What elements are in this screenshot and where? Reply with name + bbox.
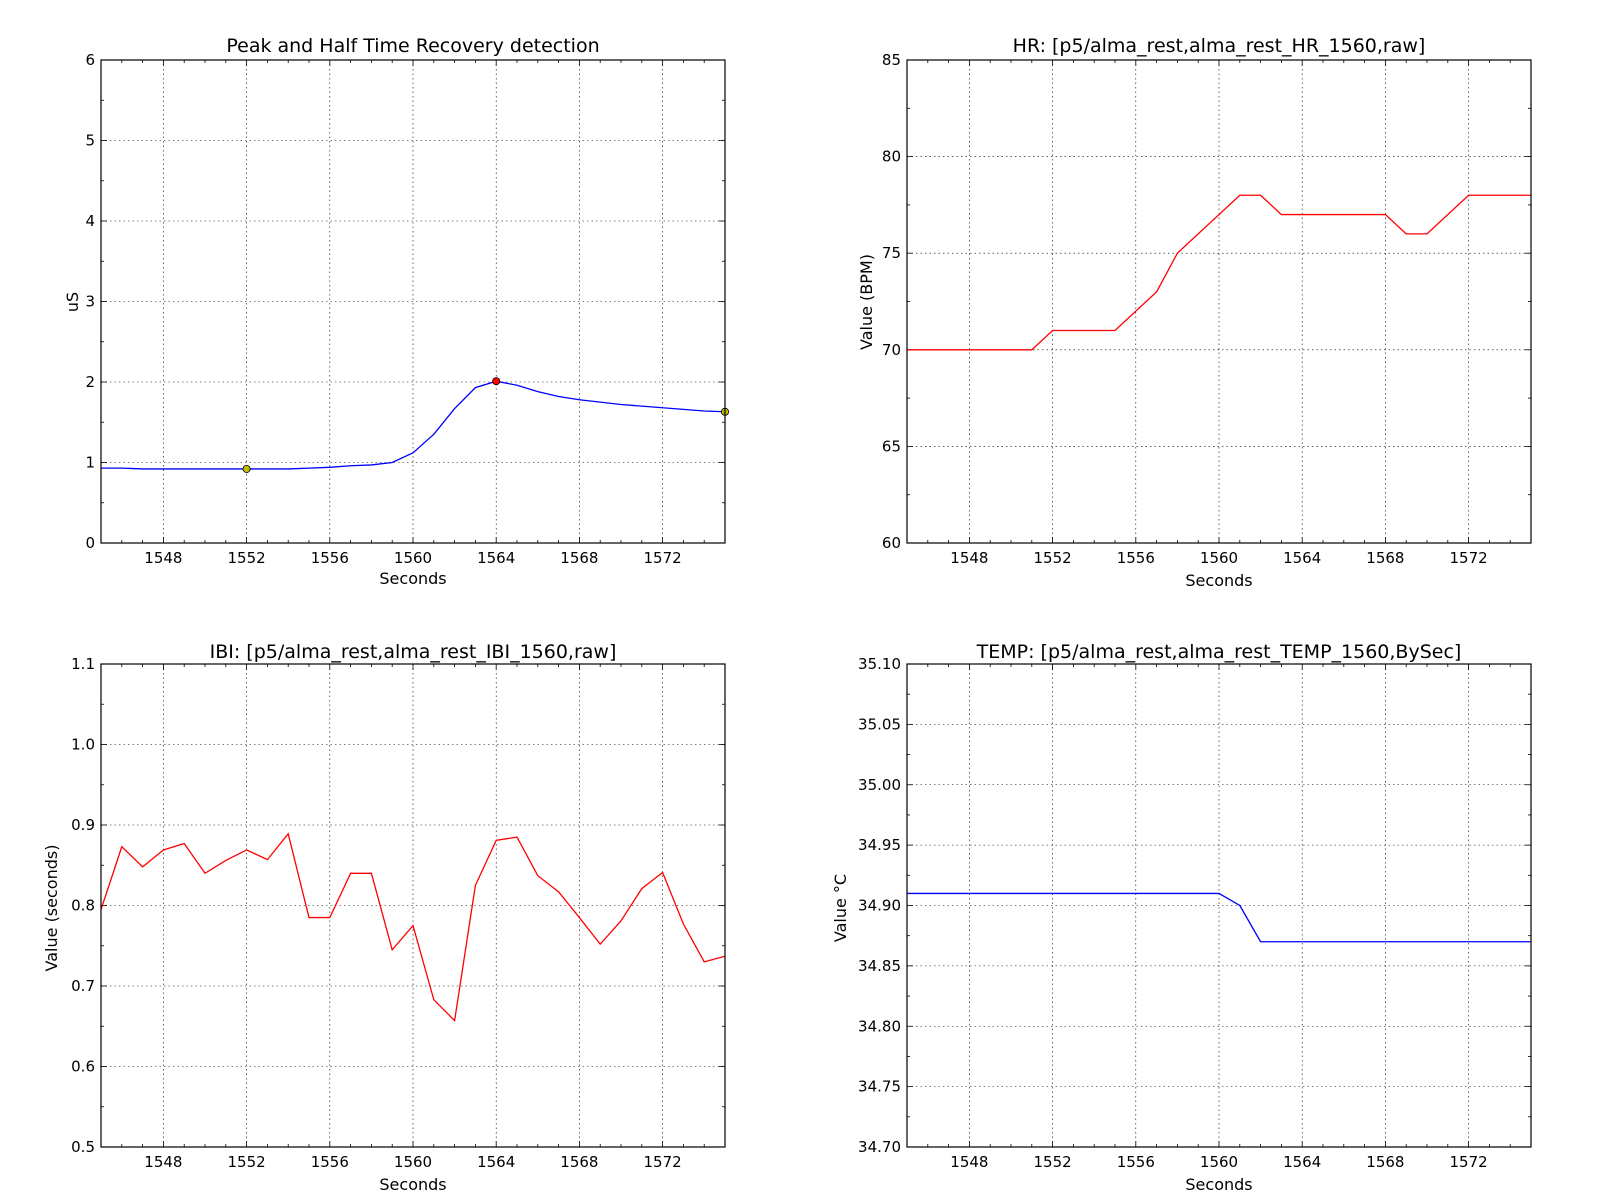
gsr-x-axis-label: Seconds bbox=[379, 569, 446, 588]
hr-y-tick-label: 85 bbox=[882, 51, 901, 69]
hr-y-tick-label: 80 bbox=[882, 148, 901, 166]
gsr-marker-peak bbox=[492, 377, 501, 386]
temp-y-tick-label: 35.10 bbox=[858, 655, 901, 673]
gsr-y-axis-label: uS bbox=[63, 292, 82, 312]
gsr-y-tick-label: 0 bbox=[85, 534, 95, 552]
hr-y-tick-label: 70 bbox=[882, 341, 901, 359]
hr-chart-title: HR: [p5/alma_rest,alma_rest_HR_1560,raw] bbox=[1013, 35, 1426, 57]
gsr-plot-area: 1548 1552 1556 1560 1564 1568 1572 0 1 2 3 4 5 6 bbox=[85, 51, 730, 567]
gsr-y-tick-label: 5 bbox=[85, 132, 95, 150]
hr-plot-area: 1548 1552 1556 1560 1564 1568 1572 60 65 70 75 80 85 bbox=[882, 51, 1532, 567]
temp-x-tick-label: 1564 bbox=[1283, 1153, 1321, 1171]
hr-plot-background bbox=[907, 60, 1531, 543]
ibi-y-tick-label: 0.5 bbox=[71, 1138, 95, 1156]
temp-x-tick-label: 1556 bbox=[1117, 1153, 1155, 1171]
temp-plot-frame bbox=[906, 663, 1532, 1148]
temp-y-tick-label: 34.95 bbox=[858, 836, 901, 854]
hr-x-tick-label: 1552 bbox=[1034, 549, 1072, 567]
ibi-y-tick-label: 0.7 bbox=[71, 977, 95, 995]
gsr-x-tick-label: 1556 bbox=[311, 549, 349, 567]
ibi-series-line bbox=[101, 832, 725, 1022]
gsr-marker-start bbox=[242, 464, 251, 473]
temp-x-tick-label: 1568 bbox=[1366, 1153, 1404, 1171]
hr-x-tick-label: 1568 bbox=[1366, 549, 1404, 567]
hr-x-tick-label: 1564 bbox=[1283, 549, 1321, 567]
gsr-x-tick-label: 1560 bbox=[394, 549, 432, 567]
ibi-x-tick-label: 1572 bbox=[644, 1153, 682, 1171]
hr-x-tick-label: 1556 bbox=[1117, 549, 1155, 567]
temp-series-line bbox=[907, 892, 1531, 943]
temp-x-tick-label: 1560 bbox=[1200, 1153, 1238, 1171]
ibi-x-tick-label: 1564 bbox=[477, 1153, 515, 1171]
gsr-y-tick-label: 1 bbox=[85, 454, 95, 472]
temp-y-tick-label: 34.90 bbox=[858, 897, 901, 915]
ibi-x-tick-label: 1568 bbox=[560, 1153, 598, 1171]
panel-temp: 1548 1552 1556 1560 1564 1568 1572 34.70 34.75 34… bbox=[831, 641, 1532, 1194]
temp-y-tick-label: 34.85 bbox=[858, 957, 901, 975]
temp-chart-title: TEMP: [p5/alma_rest,alma_rest_TEMP_1560,… bbox=[976, 641, 1462, 663]
temp-x-tick-label: 1548 bbox=[950, 1153, 988, 1171]
temp-plot-area: 1548 1552 1556 1560 1564 1568 1572 34.70 34.75 34… bbox=[858, 655, 1532, 1171]
gsr-y-tick-label: 3 bbox=[85, 293, 95, 311]
temp-y-axis-label: Value °C bbox=[831, 874, 850, 942]
ibi-y-tick-label: 0.9 bbox=[71, 816, 95, 834]
hr-series-line bbox=[907, 194, 1531, 351]
gsr-x-tick-label: 1564 bbox=[477, 549, 515, 567]
temp-y-tick-label: 35.05 bbox=[858, 715, 901, 733]
ibi-y-tick-label: 1.0 bbox=[71, 736, 95, 754]
panel-hr: 1548 1552 1556 1560 1564 1568 1572 60 65 70 75 80 85… bbox=[857, 35, 1532, 590]
ibi-plot-area: 1548 1552 1556 1560 1564 1568 1572 0.5 0.6 0.7 0.8… bbox=[71, 655, 726, 1171]
hr-y-tick-label: 60 bbox=[882, 534, 901, 552]
gsr-y-tick-label: 6 bbox=[85, 51, 95, 69]
gsr-series-line bbox=[101, 380, 725, 470]
temp-x-tick-label: 1572 bbox=[1450, 1153, 1488, 1171]
hr-x-tick-label: 1548 bbox=[950, 549, 988, 567]
hr-x-axis-label: Seconds bbox=[1185, 571, 1252, 590]
gsr-plot-frame bbox=[100, 59, 726, 544]
ibi-y-axis-label: Value (seconds) bbox=[42, 845, 61, 972]
hr-x-tick-label: 1560 bbox=[1200, 549, 1238, 567]
gsr-chart-title: Peak and Half Time Recovery detection bbox=[226, 35, 599, 57]
ibi-x-tick-label: 1556 bbox=[311, 1153, 349, 1171]
ibi-x-tick-label: 1548 bbox=[144, 1153, 182, 1171]
gsr-y-tick-label: 2 bbox=[85, 373, 95, 391]
gsr-x-tick-label: 1548 bbox=[144, 549, 182, 567]
hr-y-axis-label: Value (BPM) bbox=[857, 254, 876, 350]
temp-x-tick-label: 1552 bbox=[1034, 1153, 1072, 1171]
hr-y-tick-label: 75 bbox=[882, 244, 901, 262]
ibi-x-tick-label: 1552 bbox=[228, 1153, 266, 1171]
hr-y-tick-label: 65 bbox=[882, 437, 901, 455]
temp-y-tick-label: 34.70 bbox=[858, 1138, 901, 1156]
ibi-x-tick-label: 1560 bbox=[394, 1153, 432, 1171]
ibi-y-tick-label: 0.6 bbox=[71, 1058, 95, 1076]
hr-x-tick-label: 1572 bbox=[1450, 549, 1488, 567]
gsr-x-tick-label: 1568 bbox=[560, 549, 598, 567]
ibi-chart-title: IBI: [p5/alma_rest,alma_rest_IBI_1560,ra… bbox=[210, 641, 617, 663]
ibi-y-tick-label: 1.1 bbox=[71, 655, 95, 673]
temp-x-axis-label: Seconds bbox=[1185, 1175, 1252, 1194]
temp-y-tick-label: 34.80 bbox=[858, 1017, 901, 1035]
temp-y-tick-label: 34.75 bbox=[858, 1078, 901, 1096]
gsr-x-tick-label: 1572 bbox=[644, 549, 682, 567]
gsr-x-tick-label: 1552 bbox=[228, 549, 266, 567]
temp-y-tick-label: 35.00 bbox=[858, 776, 901, 794]
ibi-y-tick-label: 0.8 bbox=[71, 897, 95, 915]
panel-gsr: 1548 1552 1556 1560 1564 1568 1572 0 1 2 3 4 5 6 Peak… bbox=[63, 35, 730, 588]
ibi-plot-frame bbox=[100, 663, 726, 1148]
hr-plot-frame bbox=[906, 59, 1532, 544]
gsr-y-tick-label: 4 bbox=[85, 212, 95, 230]
ibi-x-axis-label: Seconds bbox=[379, 1175, 446, 1194]
panel-ibi: 1548 1552 1556 1560 1564 1568 1572 0.5 0.6 0.7 0.8… bbox=[42, 641, 726, 1194]
